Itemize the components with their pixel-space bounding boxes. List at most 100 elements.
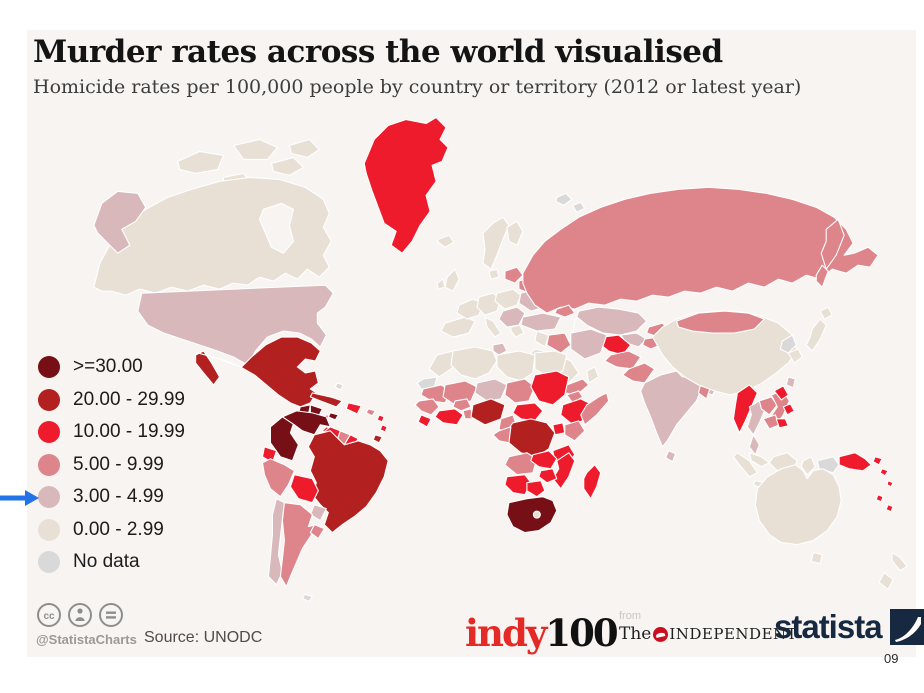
region-namibia	[504, 474, 532, 496]
region-iceland	[437, 234, 455, 248]
region-papua-new-guinea	[838, 452, 889, 477]
legend-label: No data	[73, 551, 140, 572]
region-scandinavia	[482, 216, 510, 270]
attribution-person-icon	[68, 603, 92, 627]
region-algeria	[450, 346, 498, 380]
legend-item-30-plus: >=30.00	[38, 356, 185, 378]
region-mali	[442, 380, 478, 406]
chart-subtitle: Homicide rates per 100,000 people by cou…	[33, 76, 802, 98]
legend-swatch	[38, 518, 60, 541]
legend-item-5-9: 5.00 - 9.99	[38, 453, 185, 476]
region-pacific-islands	[875, 480, 894, 513]
region-brazil	[307, 430, 389, 534]
region-jamaica	[327, 412, 339, 421]
region-falklands	[301, 593, 313, 602]
independent-name: INDEPENDENT	[669, 625, 798, 643]
region-arctic-islands	[177, 138, 320, 190]
region-sri-lanka	[665, 450, 677, 463]
annotation-arrow-icon	[0, 490, 39, 506]
independent-the: The	[619, 624, 652, 644]
region-mongolia	[675, 310, 765, 334]
region-senegal	[414, 398, 440, 416]
region-lesotho	[532, 510, 541, 519]
region-kenya	[564, 420, 586, 442]
region-central-europe	[476, 292, 502, 316]
region-sakhalin	[815, 264, 829, 288]
region-alaska	[93, 190, 147, 254]
region-togo-benin	[462, 408, 474, 420]
region-iraq	[546, 332, 572, 354]
legend-swatch	[38, 356, 60, 378]
page-number: 09	[884, 651, 899, 666]
region-russia	[522, 186, 879, 314]
region-north-korea	[779, 334, 797, 354]
chart-panel: Murder rates across the world visualised…	[27, 30, 924, 657]
region-peru	[261, 458, 295, 498]
region-taiwan	[785, 376, 796, 389]
legend: >=30.00 20.00 - 29.99 10.00 - 19.99 5.00…	[38, 356, 185, 584]
region-oman	[586, 366, 600, 384]
region-kazakhstan	[576, 306, 648, 336]
region-mozambique	[552, 452, 576, 490]
region-puerto-rico	[365, 408, 376, 417]
region-uruguay	[309, 524, 325, 540]
statista-wordmark: statista	[774, 608, 883, 645]
region-svalbard	[555, 192, 586, 213]
hudson-bay	[258, 202, 294, 254]
region-south-africa	[506, 496, 558, 534]
legend-item-3-4: 3.00 - 4.99	[38, 486, 185, 508]
independent-wordmark: The INDEPENDENT	[619, 624, 799, 644]
indy100-logo-indy: indy	[465, 611, 547, 655]
region-cuba	[309, 392, 343, 408]
cc-icon: cc	[37, 603, 61, 627]
region-hispaniola	[345, 402, 362, 415]
from-label: from	[619, 610, 641, 622]
region-nigeria	[470, 398, 506, 426]
region-venezuela	[281, 410, 331, 436]
independent-logo: from The INDEPENDENT	[619, 610, 799, 644]
region-paraguay	[309, 504, 327, 522]
region-burkina-faso	[452, 398, 472, 412]
region-trinidad	[372, 434, 383, 444]
region-australia	[754, 464, 842, 565]
legend-swatch	[38, 486, 60, 508]
region-denmark	[488, 268, 500, 280]
legend-label: 10.00 - 19.99	[73, 421, 185, 442]
region-iran	[570, 328, 608, 360]
world-map	[93, 116, 908, 602]
region-tunisia	[492, 342, 508, 356]
no-derivatives-equals-icon	[99, 603, 123, 627]
region-turkey	[520, 312, 562, 332]
region-philippines	[773, 385, 795, 429]
indy100-logo: indy100	[465, 611, 619, 655]
region-usa	[137, 284, 334, 366]
region-mexico-baja	[195, 350, 221, 386]
annotation-arrow-shape	[0, 490, 39, 506]
region-niger	[474, 378, 508, 402]
legend-item-no-data: No data	[38, 551, 185, 573]
legend-label: 3.00 - 4.99	[73, 486, 164, 507]
region-argentina	[279, 502, 317, 588]
legend-swatch	[38, 453, 60, 476]
statista-charts-handle: @StatistaCharts	[36, 632, 137, 647]
region-myanmar	[732, 384, 758, 434]
region-cote-divoire-ghana	[434, 408, 464, 426]
statista-logo: statista	[774, 608, 924, 646]
region-poland	[494, 288, 522, 310]
region-france	[456, 298, 484, 320]
region-congo-gabon	[492, 426, 512, 444]
region-laos	[758, 396, 778, 416]
region-malaysia	[748, 452, 770, 468]
region-angola	[504, 452, 538, 476]
legend-item-10-19: 10.00 - 19.99	[38, 421, 185, 443]
region-libya	[496, 350, 536, 382]
region-italy	[484, 316, 502, 338]
indy100-logo-100: 100	[545, 611, 618, 655]
region-sumatra	[732, 452, 758, 478]
region-ireland	[436, 278, 446, 290]
region-somalia	[580, 392, 610, 426]
region-caucasus	[554, 304, 576, 318]
legend-swatch	[38, 388, 60, 411]
region-finland	[506, 220, 524, 246]
region-mauritania	[420, 384, 452, 404]
